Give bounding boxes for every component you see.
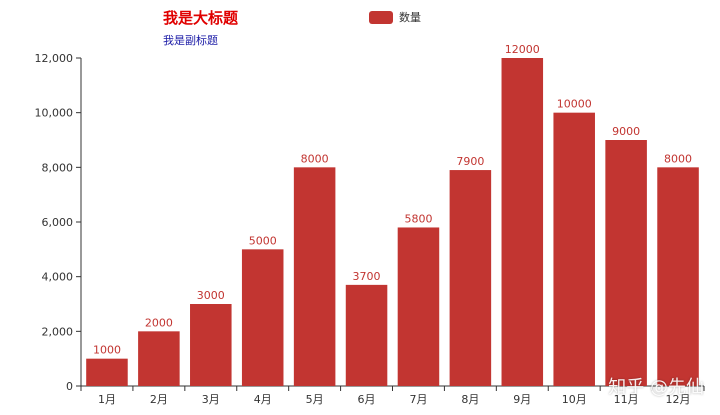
chart-subtitle: 我是副标题 [163,34,218,47]
bar [190,304,232,386]
y-tick-label: 6,000 [42,216,74,229]
bar [501,58,544,386]
legend[interactable]: 数量 [369,9,421,25]
x-tick-label: 7月 [409,393,427,406]
legend-swatch [369,10,393,24]
bar [553,112,595,387]
bar-data-label: 9000 [612,125,640,138]
bar [605,140,647,386]
bar-data-label: 10000 [557,98,592,111]
bar-data-label: 1000 [93,344,121,357]
y-tick-label: 2,000 [42,325,74,338]
bar-data-label: 5800 [404,212,432,225]
y-tick-label: 10,000 [35,107,74,120]
bar-data-label: 7900 [456,155,484,168]
x-tick-label: 12月 [666,393,691,406]
x-tick-label: 1月 [98,393,116,406]
watermark: 知乎 @先仙 [608,377,704,398]
bar-data-label: 8000 [301,152,329,165]
y-tick-label: 0 [66,380,73,393]
x-tick-label: 3月 [202,393,220,406]
x-tick-label: 11月 [614,393,639,406]
chart-title: 我是大标题 [163,9,239,27]
bar [86,358,128,386]
y-tick-label: 8,000 [42,161,74,174]
bar [345,284,388,386]
bar-data-label: 3700 [353,270,381,283]
bar [138,331,180,386]
bar-data-label: 12000 [505,43,540,56]
x-tick-label: 10月 [562,393,587,406]
bar [397,227,440,386]
x-tick-label: 9月 [513,393,531,406]
bar-data-label: 5000 [249,234,277,247]
x-tick-label: 4月 [254,393,272,406]
x-tick-label: 2月 [150,393,168,406]
x-tick-label: 6月 [358,393,376,406]
x-tick-label: 8月 [461,393,479,406]
bar [449,170,492,386]
bar [657,167,699,386]
y-tick-label: 12,000 [35,52,74,65]
bar-data-label: 2000 [145,316,173,329]
bar [241,249,284,386]
legend-label: 数量 [399,11,421,24]
bar-data-label: 3000 [197,289,225,302]
bar [293,167,336,386]
y-tick-label: 4,000 [42,271,74,284]
x-tick-label: 5月 [306,393,324,406]
bar-data-label: 8000 [664,152,692,165]
